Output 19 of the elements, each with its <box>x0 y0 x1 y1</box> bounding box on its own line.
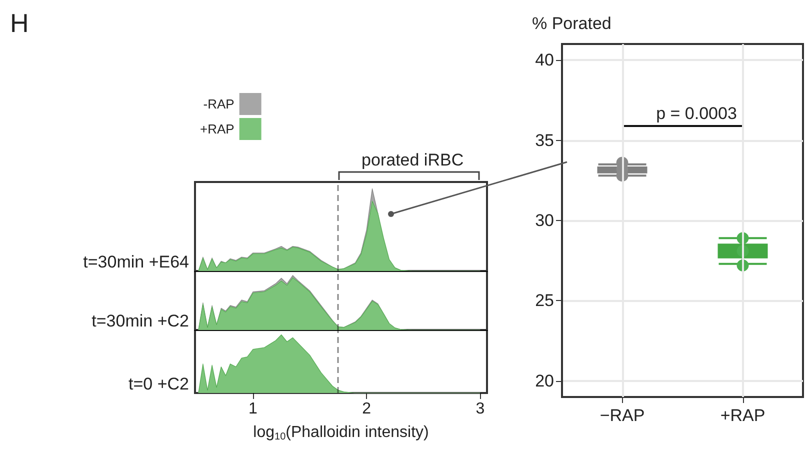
y-axis-title: % Porated <box>532 14 612 33</box>
legend-label: +RAP <box>200 122 234 136</box>
y-tick-label: 35 <box>535 130 554 150</box>
text: porated iRBC <box>362 150 464 170</box>
y-axis-title: t=0 +C2 <box>128 374 189 394</box>
text: H <box>10 8 29 38</box>
y-tick-label: 40 <box>535 50 554 70</box>
legend-label: -RAP <box>203 96 234 112</box>
x-tick-label: −RAP <box>600 406 645 425</box>
x-tick-label: 1 <box>248 400 258 418</box>
x-tick-label: 2 <box>362 400 372 418</box>
y-axis-title: t=30min +E64 <box>83 252 189 272</box>
annotation: p = 0.0003 <box>656 104 737 123</box>
y-tick-label: 20 <box>535 371 554 390</box>
y-tick-label: 30 <box>535 211 554 230</box>
x-tick-label: 3 <box>476 400 485 418</box>
x-tick-label: +RAP <box>720 406 766 425</box>
y-axis-title: t=30min +C2 <box>92 312 189 330</box>
y-tick-label: 25 <box>535 291 554 310</box>
